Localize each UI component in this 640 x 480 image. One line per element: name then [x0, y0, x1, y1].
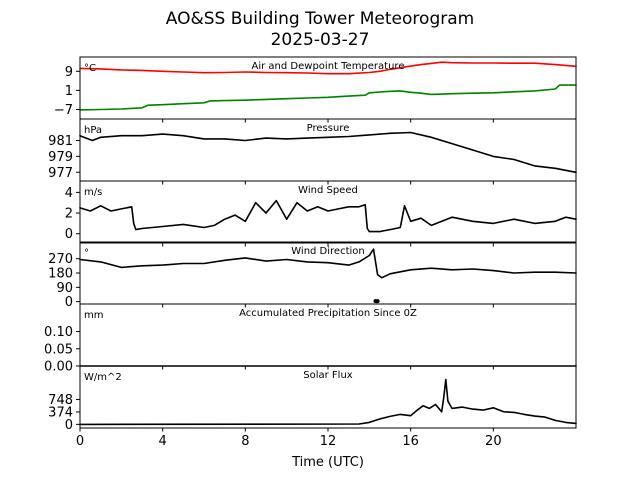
y-tick-label-0-2: −7	[54, 103, 73, 118]
x-tick-label-0: 0	[76, 434, 84, 449]
x-axis-label: Time (UTC)	[291, 455, 364, 470]
panel-title-3: Wind Direction	[291, 246, 365, 257]
y-tick-label-3-0: 270	[48, 252, 73, 267]
y-tick-label-4-2: 0.00	[44, 360, 73, 375]
panel-unit-5: W/m^2	[84, 372, 122, 383]
series-line-0-0	[79, 61, 577, 75]
y-tick-label-5-2: 0	[65, 418, 73, 433]
y-tick-label-5-1: 374	[48, 405, 73, 420]
series-line-2-0	[79, 199, 577, 233]
panel-2: 4 2 0 m/s Wind Speed	[65, 180, 577, 247]
y-tick-label-1-1: 979	[48, 150, 73, 165]
figure-subtitle: 2025-03-27	[271, 30, 370, 50]
x-axis: 0 4 8 12 16 20	[76, 434, 502, 449]
panel-unit-1: hPa	[84, 125, 102, 136]
y-tick-label-4-0: 0.10	[44, 325, 73, 340]
y-tick-label-1-2: 977	[48, 166, 73, 181]
panel-unit-3: °	[84, 248, 89, 259]
panel-title-1: Pressure	[307, 123, 350, 134]
y-tick-label-0-1: 1	[65, 84, 73, 99]
series-line-3-0	[79, 248, 577, 279]
y-tick-label-0-0: 9	[65, 65, 73, 80]
panel-title-4: Accumulated Precipitation Since 0Z	[239, 308, 417, 319]
series-line-1-0	[79, 131, 577, 174]
series-line-5-0	[79, 378, 577, 426]
panels: 9 1 −7 °C Air and Dewpoint Temperature 981979…	[44, 56, 577, 433]
panel-unit-4: mm	[84, 310, 103, 321]
x-tick-label-2: 8	[241, 434, 249, 449]
y-tick-label-1-0: 981	[48, 134, 73, 149]
y-tick-label-2-0: 4	[65, 186, 73, 201]
panel-title-5: Solar Flux	[303, 370, 353, 381]
panel-title-0: Air and Dewpoint Temperature	[252, 61, 405, 72]
x-tick-label-1: 4	[159, 434, 167, 449]
panel-4: 0.10 0.05 0.00 mm Accumulated Precipitation …	[44, 303, 577, 375]
panel-0: 9 1 −7 °C Air and Dewpoint Temperature	[54, 56, 577, 123]
y-tick-label-2-2: 0	[65, 227, 73, 242]
x-tick-label-3: 12	[320, 434, 337, 449]
series-line-0-1	[79, 84, 577, 111]
y-tick-label-3-3: 0	[65, 295, 73, 310]
figure-title: AO&SS Building Tower Meteorogram	[166, 9, 474, 29]
x-tick-label-5: 20	[485, 434, 502, 449]
y-tick-label-2-1: 2	[65, 207, 73, 222]
x-tick-label-4: 16	[402, 434, 419, 449]
panel-unit-0: °C	[84, 63, 96, 74]
panel-unit-2: m/s	[84, 187, 102, 198]
y-tick-label-3-1: 180	[48, 267, 73, 282]
y-tick-label-3-2: 90	[56, 281, 73, 296]
y-tick-label-4-1: 0.05	[44, 342, 73, 357]
y-tick-label-5-0: 748	[48, 393, 73, 408]
panel-title-2: Wind Speed	[298, 185, 358, 196]
